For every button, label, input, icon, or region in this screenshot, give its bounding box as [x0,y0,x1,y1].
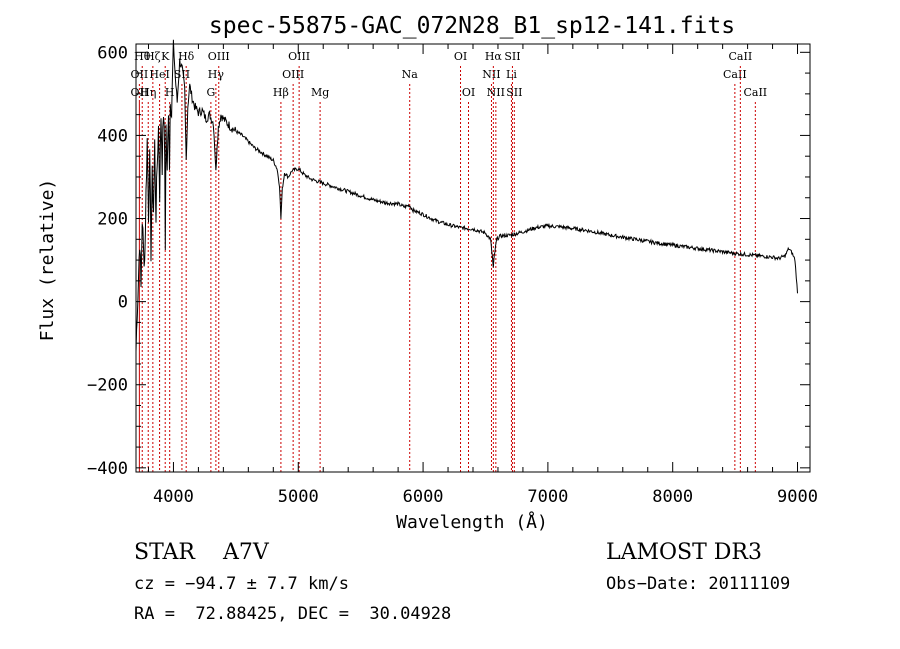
line-marker-label: OI [454,50,467,63]
line-markers: HθOIIOIIHηHζHeIKHSIIHδGHγOIIIHβOIIIOIIIM… [131,50,767,472]
line-marker-label: Hη [140,86,156,99]
line-marker-label: OII [131,68,149,81]
line-marker-label: OIII [282,68,304,81]
line-marker-label: SII [504,50,520,63]
redshift-text: cz = −94.7 ± 7.7 km/s [134,574,349,594]
line-marker-label: Hδ [178,50,195,63]
y-tick-label: −200 [87,376,128,396]
line-marker-label: Hβ [273,86,289,99]
x-tick-label: 4000 [153,487,194,507]
line-marker-label: CaII [729,50,753,63]
line-marker-label: K [161,50,170,63]
y-tick-label: −400 [87,459,128,479]
x-tick-label: 6000 [403,487,444,507]
survey-name: LAMOST DR3 [606,540,762,565]
y-tick-label: 600 [97,43,128,63]
line-marker-label: Na [402,68,419,81]
line-marker-label: NII [482,68,500,81]
line-marker-label: H [165,86,175,99]
axes: 4000 5000 6000 7000 8000 9000 −400 −200 0 200 400 6… [87,43,818,507]
y-tick-label: 0 [118,293,128,313]
x-axis-label: Wavelength (Å) [396,511,548,533]
line-marker-label: CaII [723,68,747,81]
y-tick-label: 400 [97,126,128,146]
line-marker-label: G [206,86,215,99]
line-marker-label: Hζ [145,50,161,63]
x-tick-label: 7000 [527,487,568,507]
line-marker-label: OIII [208,50,230,63]
line-marker-label: Li [506,68,517,81]
x-tick-label: 5000 [278,487,319,507]
y-tick-label: 200 [97,210,128,230]
x-tick-label: 9000 [777,487,818,507]
line-marker-label: HeI [149,68,169,81]
object-class: STAR A7V [134,540,269,565]
line-marker-label: SII [506,86,522,99]
line-marker-label: OI [462,86,475,99]
line-marker-label: OIII [288,50,310,63]
plot-frame [135,43,811,473]
line-marker-label: Mg [311,86,329,99]
line-marker-label: Hγ [208,68,225,81]
coordinates-text: RA = 72.88425, DEC = 30.04928 [134,604,452,624]
line-marker-label: OII [131,86,149,99]
line-marker-label: SII [174,68,190,81]
x-tick-label: 8000 [652,487,693,507]
line-marker-label: Hα [485,50,503,63]
line-marker-label: CaII [743,86,767,99]
obs-date: Obs−Date: 20111109 [606,574,791,594]
chart-title: spec-55875-GAC_072N28_B1_sp12-141.fits [209,13,735,39]
y-axis-label: Flux (relative) [37,179,58,342]
line-marker-label: NII [487,86,505,99]
line-marker-label: Hθ [134,50,151,63]
spectrum-line [135,39,798,352]
